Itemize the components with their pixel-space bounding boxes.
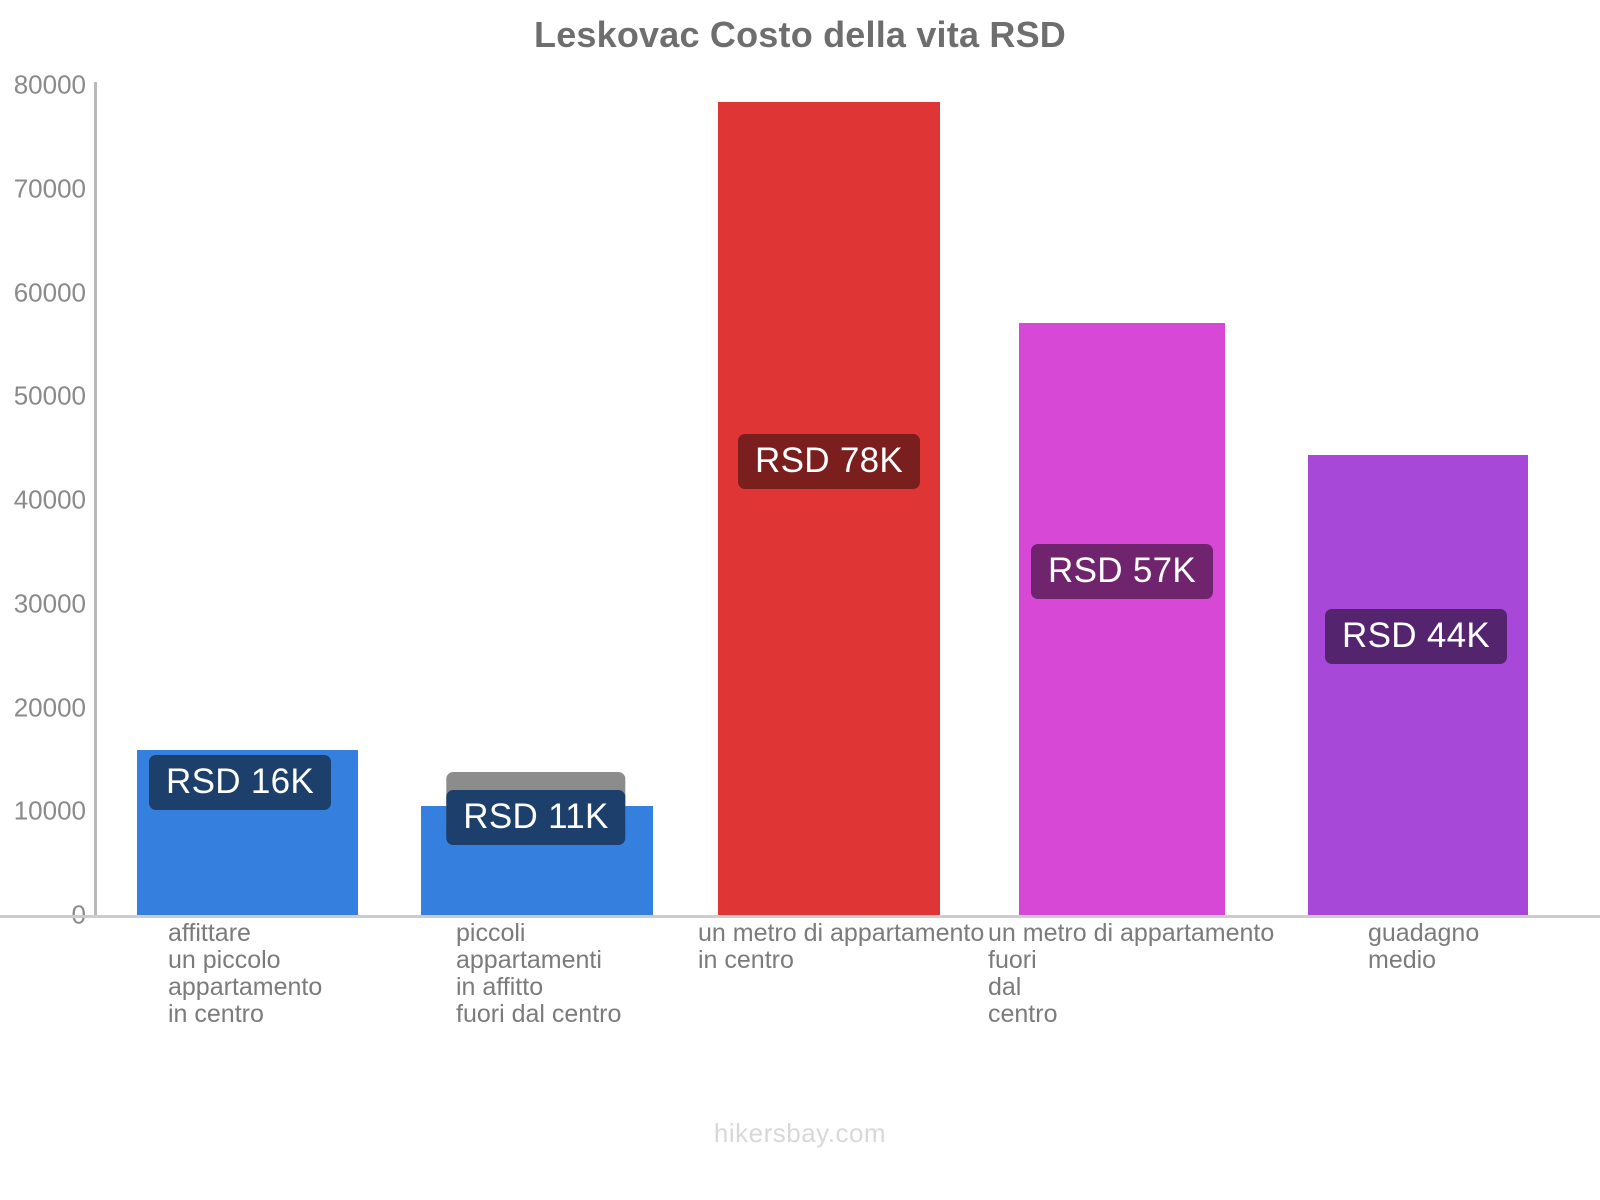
bar-value-label: RSD 11K <box>446 790 626 845</box>
x-axis-category-label-line: guadagno <box>1368 919 1480 947</box>
chart-title: Leskovac Costo della vita RSD <box>534 14 1066 55</box>
bar-value-label: RSD 44K <box>1325 609 1507 664</box>
x-axis-category-label: un metro di appartamento fuori dal centro <box>988 920 1274 1028</box>
bar[interactable] <box>718 101 940 915</box>
y-axis-tick-label: 80000 <box>13 69 86 100</box>
x-axis-category-label-line: affittare <box>168 919 251 947</box>
x-axis-category-label-line: appartamenti <box>456 946 602 974</box>
y-axis-tick-label: 50000 <box>13 380 86 411</box>
x-axis-category-label-line: centro <box>988 1000 1058 1028</box>
x-axis-category-label-line: un metro di appartamento <box>988 919 1275 947</box>
x-axis-category-label-line: un metro di appartamento <box>698 919 985 947</box>
y-axis-tick-label: 20000 <box>13 692 86 722</box>
plot-area <box>96 85 1600 915</box>
x-axis-category-label-line: dal <box>988 973 1022 1001</box>
x-axis-category-label-line: piccoli <box>456 919 526 947</box>
y-axis-tick-label: 10000 <box>13 795 86 826</box>
footer-watermark: hikersbay.com <box>713 1118 887 1148</box>
bar[interactable] <box>1019 322 1225 915</box>
y-axis-tick-labels: 0 10000 20000 30000 40000 50000 60000 70000 8000… <box>0 0 86 1200</box>
bar[interactable] <box>1308 455 1528 915</box>
x-axis-category-label: guadagno medio <box>1368 920 1479 974</box>
x-axis-category-label-line: in centro <box>168 1000 264 1028</box>
x-axis-category-label-line: appartamento <box>168 973 323 1001</box>
x-axis-category-label-line: in centro <box>698 946 794 974</box>
bar-value-label: RSD 78K <box>738 434 920 489</box>
x-axis-category-label-line: fuori <box>988 946 1037 974</box>
x-axis-category-label: piccoli appartamenti in affitto fuori dal c… <box>456 920 621 1028</box>
y-axis-tick-label: 0 <box>0 900 86 931</box>
x-axis-category-label: un metro di appartamento in centro <box>698 920 984 974</box>
x-axis-category-label-line: in affitto <box>456 973 544 1001</box>
x-axis-category-label-line: medio <box>1368 946 1437 974</box>
x-axis-category-label-line: fuori dal centro <box>456 1000 622 1028</box>
y-axis-tick-label: 40000 <box>13 484 86 515</box>
y-axis-tick-label: 60000 <box>13 277 86 307</box>
bar-value-label: RSD 57K <box>1031 544 1213 599</box>
x-axis-line <box>0 915 1600 918</box>
bar-value-label: RSD 16K <box>149 755 331 810</box>
x-axis-category-label-line: un piccolo <box>168 946 281 974</box>
y-axis-line <box>94 82 97 918</box>
y-axis-tick-label: 70000 <box>13 173 86 204</box>
x-axis-category-labels: affittare un piccolo appartamento in centro… <box>0 920 1600 1070</box>
y-axis-tick-label: 30000 <box>13 588 86 619</box>
x-axis-category-label: affittare un piccolo appartamento in centro <box>168 920 322 1028</box>
